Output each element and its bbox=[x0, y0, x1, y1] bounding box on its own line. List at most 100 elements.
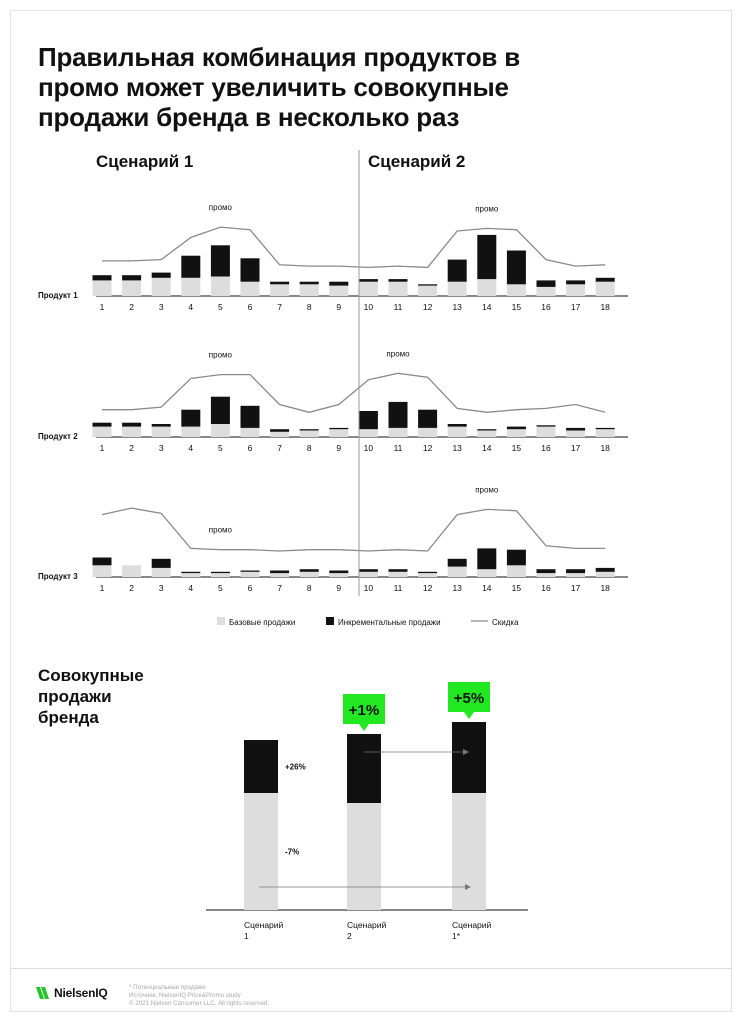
incremental-bar bbox=[566, 569, 586, 574]
base-bar bbox=[329, 285, 349, 296]
week-tick-label: 12 bbox=[423, 583, 433, 593]
base-bar bbox=[270, 431, 290, 437]
nielseniq-logo-icon bbox=[36, 987, 49, 999]
incremental-bar bbox=[122, 422, 142, 427]
incremental-bar bbox=[595, 427, 615, 430]
base-bar bbox=[181, 277, 201, 296]
incremental-bar bbox=[210, 245, 230, 277]
footer-notes: * Потенциальные продажи Источник: Nielse… bbox=[129, 984, 269, 1009]
week-tick-label: 12 bbox=[423, 302, 433, 312]
week-tick-label: 15 bbox=[512, 583, 522, 593]
base-bar bbox=[151, 426, 171, 437]
incremental-bar bbox=[477, 234, 497, 280]
incremental-bar bbox=[447, 424, 467, 427]
week-tick-label: 9 bbox=[336, 443, 341, 453]
week-tick-label: 11 bbox=[394, 583, 403, 593]
incremental-bar bbox=[595, 567, 615, 572]
week-tick-label: 10 bbox=[364, 583, 374, 593]
total-base-bar bbox=[452, 793, 486, 910]
incremental-bar bbox=[595, 277, 615, 282]
incremental-bar bbox=[566, 427, 586, 431]
base-bar bbox=[595, 429, 615, 437]
base-bar bbox=[270, 573, 290, 577]
nielseniq-logo: NielsenIQ bbox=[36, 986, 108, 1000]
discount-line bbox=[102, 372, 606, 413]
base-bar bbox=[388, 571, 408, 577]
base-bar bbox=[477, 569, 497, 577]
growth-callout-label: +1% bbox=[349, 702, 379, 719]
base-bar bbox=[566, 284, 586, 296]
base-bar bbox=[358, 429, 378, 437]
week-tick-label: 15 bbox=[512, 443, 522, 453]
incremental-bar bbox=[329, 281, 349, 286]
week-tick-label: 6 bbox=[248, 583, 253, 593]
legend-swatch-base bbox=[217, 617, 225, 625]
incremental-bar bbox=[270, 281, 290, 285]
base-bar bbox=[240, 571, 260, 577]
incremental-bar bbox=[566, 280, 586, 285]
title-line: Правильная комбинация продуктов в bbox=[38, 42, 521, 72]
discount-line bbox=[101, 507, 606, 552]
week-tick-label: 6 bbox=[248, 443, 253, 453]
incremental-bar bbox=[506, 426, 526, 430]
promo-label: промо bbox=[475, 485, 499, 494]
base-bar bbox=[122, 565, 142, 577]
base-bar bbox=[151, 277, 171, 296]
incremental-bar bbox=[151, 558, 171, 568]
week-tick-label: 2 bbox=[129, 443, 134, 453]
base-bar bbox=[122, 426, 142, 437]
week-tick-label: 18 bbox=[600, 443, 610, 453]
incremental-bar bbox=[270, 429, 290, 432]
incremental-bar bbox=[240, 258, 260, 282]
promo-label: промо bbox=[209, 526, 233, 535]
base-bar bbox=[299, 284, 319, 296]
incremental-bar bbox=[329, 427, 349, 430]
base-bar bbox=[240, 281, 260, 296]
incremental-bar bbox=[92, 422, 112, 427]
copyright-note: © 2021 Nielsen Consumer LLC. All rights … bbox=[129, 1000, 270, 1008]
base-bar bbox=[477, 279, 497, 296]
week-tick-label: 3 bbox=[159, 583, 164, 593]
week-tick-label: 1 bbox=[100, 302, 105, 312]
week-tick-label: 1 bbox=[100, 583, 105, 593]
base-bar bbox=[299, 430, 319, 437]
growth-callout-label: +5% bbox=[454, 690, 484, 707]
week-tick-label: 8 bbox=[307, 443, 312, 453]
base-bar bbox=[566, 573, 586, 577]
row-label: Продукт 1 bbox=[38, 291, 78, 300]
base-bar bbox=[388, 427, 408, 437]
promo-label: промо bbox=[475, 204, 499, 213]
base-bar bbox=[92, 565, 112, 577]
week-tick-label: 5 bbox=[218, 302, 223, 312]
week-tick-label: 17 bbox=[571, 583, 581, 593]
base-bar bbox=[388, 281, 408, 296]
incremental-bar bbox=[358, 279, 378, 282]
footnote: * Потенциальные продажи bbox=[129, 984, 206, 991]
week-tick-label: 13 bbox=[452, 583, 462, 593]
total-category-label: 2 bbox=[347, 931, 352, 941]
growth-callout-pointer bbox=[359, 724, 369, 731]
base-comparison-arrow-head bbox=[465, 884, 471, 890]
incremental-bar bbox=[388, 279, 408, 282]
incremental-bar bbox=[240, 570, 260, 572]
week-tick-label: 6 bbox=[248, 302, 253, 312]
week-tick-label: 18 bbox=[600, 583, 610, 593]
incremental-bar bbox=[210, 571, 230, 574]
incremental-bar bbox=[418, 284, 438, 286]
legend-label-incremental: Инкрементальные продажи bbox=[338, 618, 441, 627]
scenario-2-header: Сценарий 2 bbox=[368, 152, 466, 171]
base-bar bbox=[299, 571, 319, 577]
incremental-bar bbox=[181, 409, 201, 427]
incremental-bar bbox=[388, 569, 408, 572]
incremental-bar bbox=[270, 570, 290, 574]
week-tick-label: 7 bbox=[277, 302, 282, 312]
base-bar bbox=[210, 276, 230, 296]
total-incremental-bar bbox=[244, 740, 278, 793]
incremental-bar bbox=[358, 411, 378, 430]
base-bar bbox=[418, 285, 438, 296]
week-tick-label: 12 bbox=[423, 443, 433, 453]
week-tick-label: 9 bbox=[336, 302, 341, 312]
week-tick-label: 2 bbox=[129, 583, 134, 593]
footer-divider bbox=[10, 968, 732, 969]
week-tick-label: 7 bbox=[277, 583, 282, 593]
